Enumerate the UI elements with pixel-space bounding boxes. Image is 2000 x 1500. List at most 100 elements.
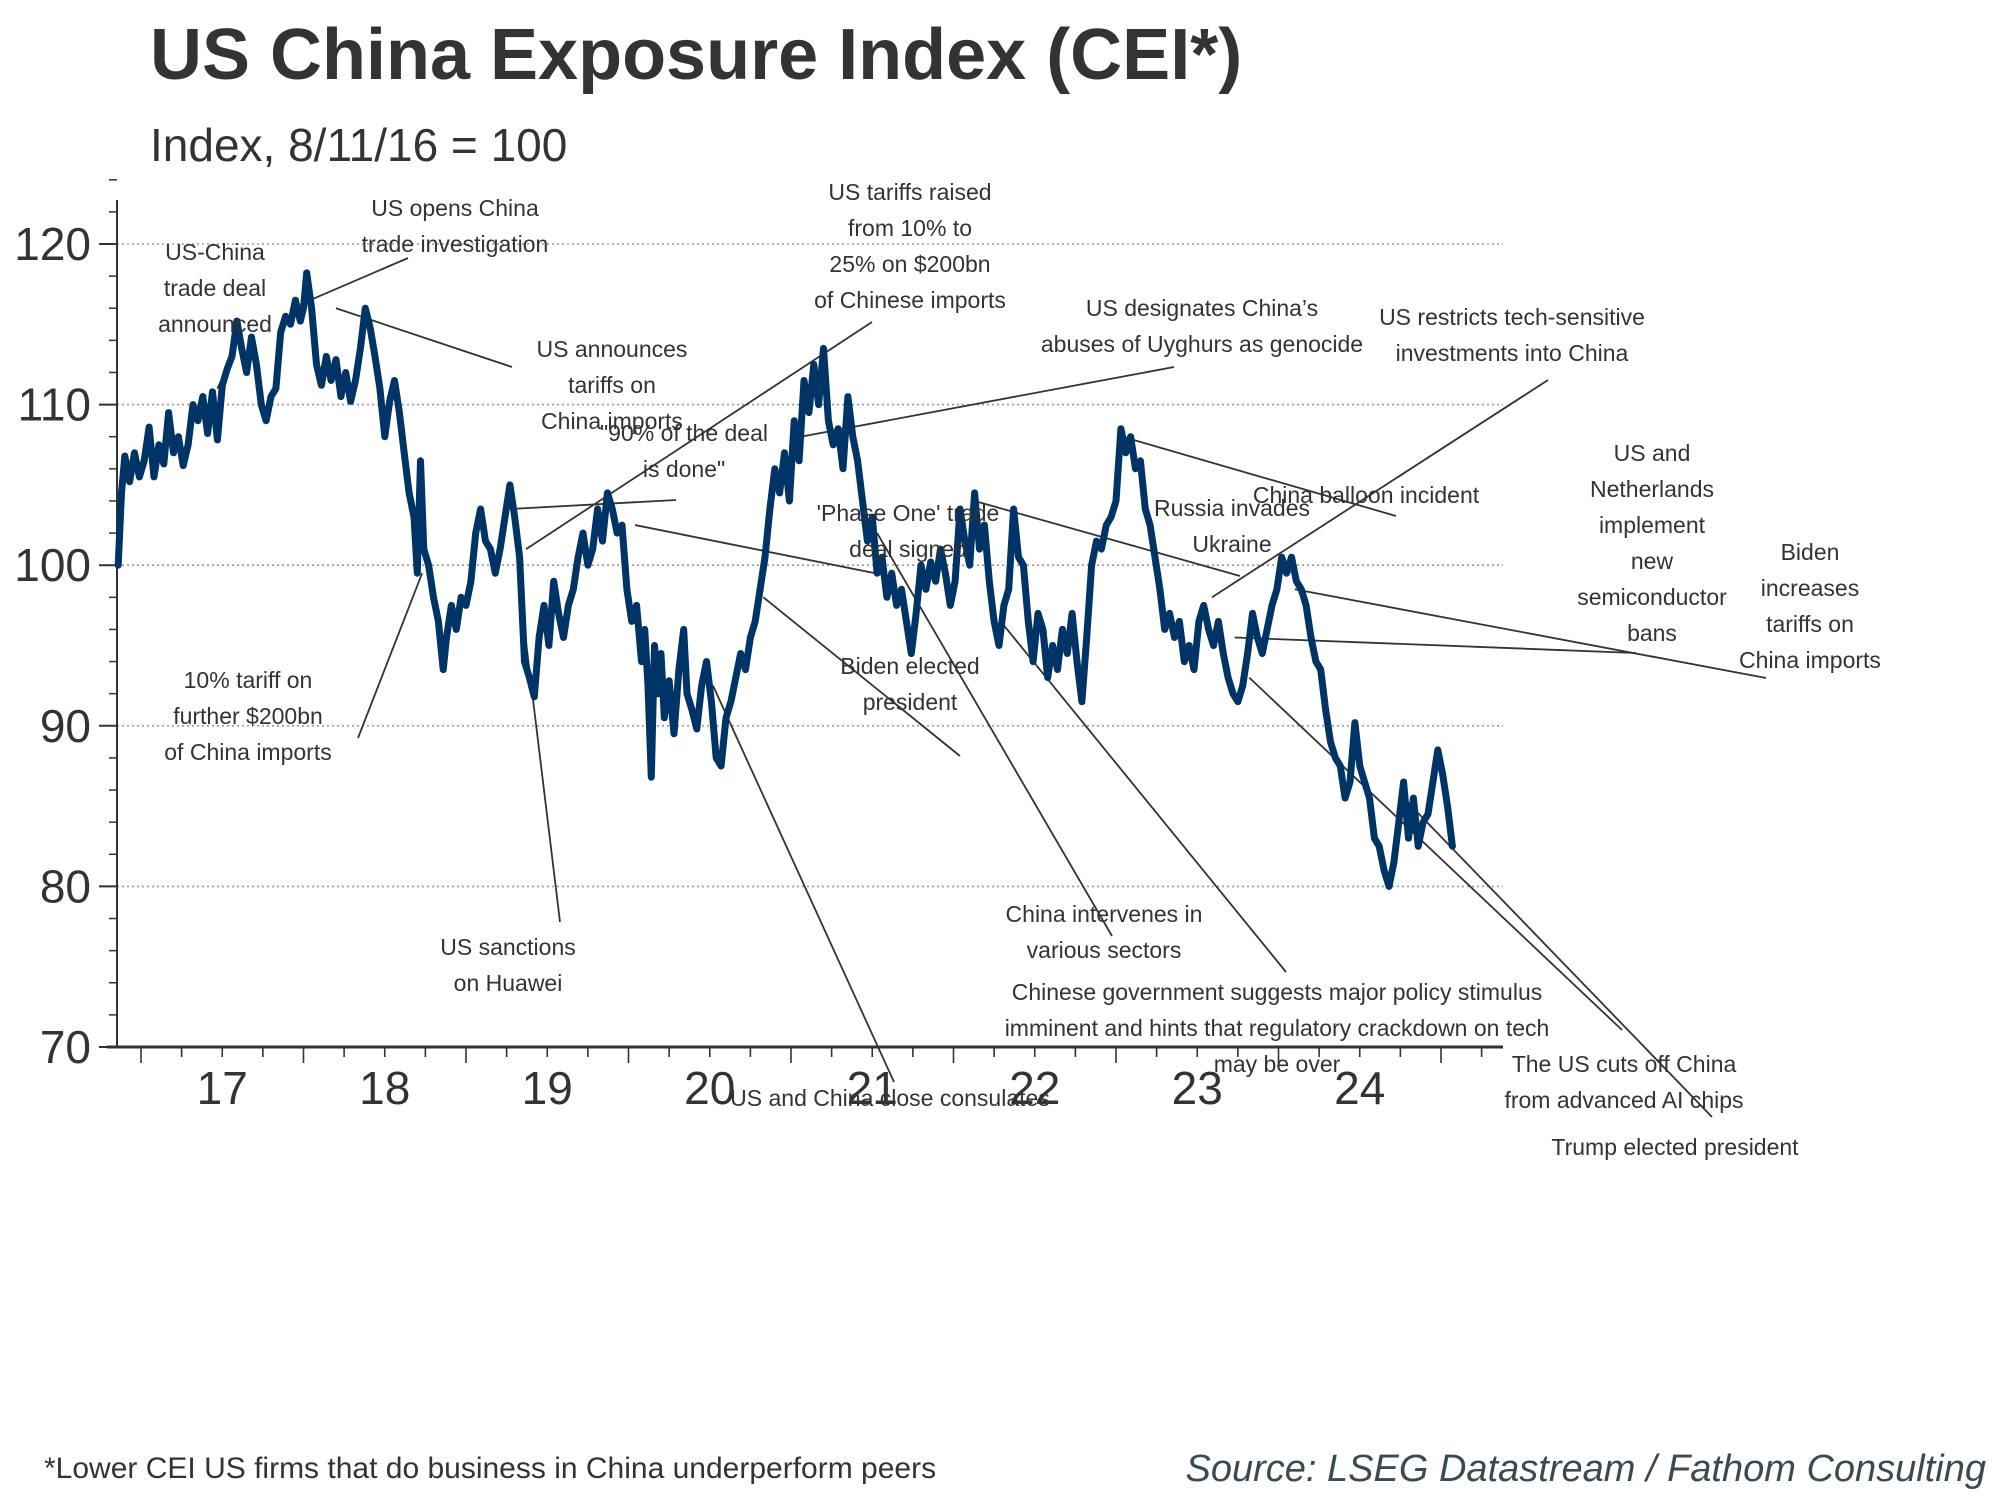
annotation-line: US designates China’s: [1086, 295, 1318, 321]
annotation-line: various sectors: [1027, 937, 1182, 963]
annotation-line: Biden elected: [840, 653, 979, 679]
annotation-line: 'Phase One' trade: [817, 500, 1000, 526]
annotation-line: abuses of Uyghurs as genocide: [1041, 331, 1363, 357]
chart-title: US China Exposure Index (CEI*): [150, 15, 1243, 95]
annotation-china-intervenes: China intervenes in various sectors: [1006, 901, 1203, 963]
x-tick-label: 18: [359, 1062, 410, 1114]
annotation-leader-balloon-incident: [1122, 435, 1397, 517]
x-tick-label: 22: [1009, 1062, 1060, 1114]
annotation-line: Biden: [1781, 539, 1840, 565]
y-axis-ticks: 70 80 90 100 110 120: [14, 179, 117, 1073]
annotation-policy-stimulus: Chinese government suggests major policy…: [1005, 979, 1550, 1077]
annotation-semiconductor-bans: US and Netherlands implement new semiconduct…: [1577, 440, 1727, 646]
annotation-leader-tariffs-raised: [525, 321, 873, 550]
annotation-line: trade investigation: [362, 231, 549, 257]
annotation-ninety-percent-deal: "90% of the deal is done": [600, 420, 768, 482]
annotation-leader-uyghur-genocide: [800, 366, 1175, 438]
annotation-line: 25% on $200bn: [829, 251, 990, 277]
annotation-line: 10% tariff on: [184, 667, 313, 693]
annotation-close-consulates: US and China close consulates: [730, 1085, 1050, 1111]
annotation-us-sanctions-huawei: US sanctions on Huawei: [440, 934, 576, 996]
annotation-line: deal signed: [849, 536, 967, 562]
annotation-tariffs-raised: US tariffs raised from 10% to 25% on $200b…: [814, 179, 1006, 313]
gridlines: [117, 243, 1503, 888]
annotation-leader-ai-chips: [1248, 676, 1623, 1031]
annotation-labels: US-China trade deal announced US opens Chin…: [158, 179, 1881, 1160]
y-tick-label: 110: [18, 379, 91, 431]
x-tick-label: 20: [684, 1062, 735, 1114]
annotation-line: Russia invades: [1154, 495, 1310, 521]
annotation-line: imminent and hints that regulatory crack…: [1005, 1015, 1550, 1041]
x-tick-label: 19: [522, 1062, 573, 1114]
annotation-line: may be over: [1214, 1051, 1341, 1077]
footnote: *Lower CEI US firms that do business in …: [44, 1452, 937, 1485]
axes: [107, 200, 1503, 1049]
y-tick-label: 70: [40, 1021, 91, 1073]
annotation-line: of China imports: [164, 739, 331, 765]
annotation-line: "90% of the deal: [600, 420, 768, 446]
annotation-line: US restricts tech-sensitive: [1379, 304, 1645, 330]
annotation-balloon-incident: China balloon incident: [1253, 482, 1480, 508]
annotation-line: announced: [158, 311, 272, 337]
annotation-trump-elected: Trump elected president: [1551, 1134, 1799, 1160]
annotation-uyghur-genocide: US designates China’s abuses of Uyghurs a…: [1041, 295, 1363, 357]
y-tick-label: 80: [40, 860, 91, 912]
annotation-us-announces-tariffs: US announces tariffs on China imports: [537, 336, 688, 434]
annotation-russia-invades: Russia invades Ukraine: [1154, 495, 1310, 557]
y-tick-label: 90: [40, 700, 91, 752]
annotation-biden-tariffs: Biden increases tariffs on China imports: [1739, 539, 1881, 673]
annotation-ai-chips: The US cuts off China from advanced AI ch…: [1504, 1051, 1743, 1113]
annotation-leader-tech-investments: [1211, 379, 1549, 599]
x-tick-label: 23: [1172, 1062, 1223, 1114]
annotation-phase-one-deal: 'Phase One' trade deal signed: [817, 500, 1000, 562]
annotation-leader-semiconductor-bans: [1234, 636, 1637, 654]
annotation-line: increases: [1761, 575, 1859, 601]
annotation-line: US sanctions: [440, 934, 576, 960]
annotation-us-china-trade-deal: US-China trade deal announced: [158, 239, 272, 337]
annotation-line: US and China close consulates: [730, 1085, 1050, 1111]
chart-subtitle: Index, 8/11/16 = 100: [150, 119, 568, 171]
annotation-leader-russia-invades: [974, 500, 1241, 577]
annotation-line: bans: [1627, 620, 1677, 646]
annotation-leader-china-intervenes: [876, 532, 1113, 937]
annotation-line: semiconductor: [1577, 584, 1727, 610]
annotation-line: US-China: [165, 239, 265, 265]
annotation-line: on Huawei: [454, 970, 563, 996]
annotation-line: China intervenes in: [1006, 901, 1203, 927]
series-layer: [114, 269, 1456, 890]
annotation-us-opens-investigation: US opens China trade investigation: [362, 195, 549, 257]
annotation-line: Netherlands: [1590, 476, 1714, 502]
annotation-line: further $200bn: [173, 703, 323, 729]
annotation-leader-biden-elected: [762, 596, 961, 757]
annotation-biden-elected: Biden elected president: [840, 653, 979, 715]
annotation-line: Chinese government suggests major policy…: [1012, 979, 1543, 1005]
annotation-line: The US cuts off China: [1512, 1051, 1737, 1077]
cei-series-line: [114, 269, 1456, 890]
annotation-line: trade deal: [164, 275, 266, 301]
annotation-line: from advanced AI chips: [1504, 1087, 1743, 1113]
annotation-ten-percent-tariff: 10% tariff on further $200bn of China impo…: [164, 667, 331, 765]
annotation-line: Trump elected president: [1551, 1134, 1799, 1160]
annotation-line: Ukraine: [1192, 531, 1271, 557]
annotation-line: China balloon incident: [1253, 482, 1480, 508]
annotation-line: investments into China: [1396, 340, 1629, 366]
annotation-line: implement: [1599, 512, 1706, 538]
annotation-leader-phase-one-deal: [634, 524, 885, 576]
annotation-line: US and: [1614, 440, 1691, 466]
annotation-leader-us-opens-investigation: [309, 257, 409, 302]
annotation-leader-close-consulates: [712, 685, 895, 1083]
annotation-leader-trump-elected: [1402, 797, 1713, 1118]
annotation-line: tariffs on: [568, 372, 656, 398]
x-tick-label: 24: [1334, 1062, 1385, 1114]
y-tick-label: 120: [14, 218, 91, 270]
y-tick-label: 100: [14, 539, 91, 591]
annotation-line: tariffs on: [1766, 611, 1854, 637]
annotation-leader-ten-percent-tariff: [357, 572, 423, 739]
annotation-line: China imports: [541, 408, 683, 434]
annotation-line: US opens China: [371, 195, 539, 221]
annotation-line: is done": [643, 456, 725, 482]
annotation-line: of Chinese imports: [814, 287, 1006, 313]
annotation-line: US announces: [537, 336, 688, 362]
annotation-line: from 10% to: [848, 215, 972, 241]
